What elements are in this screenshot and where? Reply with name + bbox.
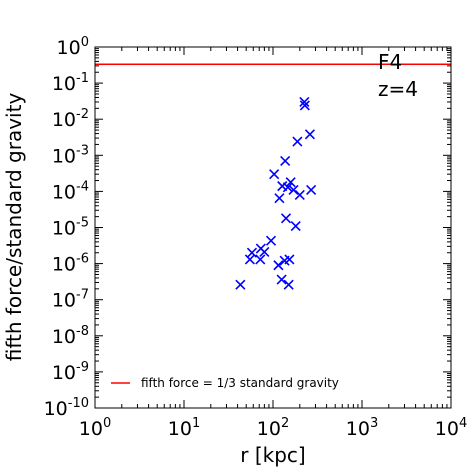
data-point [284, 254, 295, 265]
legend-label: fifth force = 1/3 standard gravity [141, 376, 339, 390]
annotation-redshift: z=4 [378, 77, 418, 101]
y-tick-label: 10-5 [52, 216, 89, 240]
data-point [288, 184, 299, 195]
y-tick-label: 100 [57, 35, 89, 59]
data-point [292, 136, 303, 147]
data-point [255, 254, 266, 265]
data-point [285, 177, 296, 188]
y-tick-label: 10-9 [52, 360, 89, 384]
data-point [304, 129, 315, 140]
data-point [235, 279, 246, 290]
data-point [283, 279, 294, 290]
y-tick-label: 10-6 [52, 252, 89, 276]
data-point [282, 182, 293, 193]
data-point [290, 220, 301, 232]
y-tick-label: 10-2 [52, 107, 89, 131]
x-tick-label: 101 [168, 416, 200, 440]
y-tick-label: 10-10 [44, 396, 89, 420]
data-point [276, 274, 287, 285]
data-point [280, 213, 292, 224]
data-point [259, 246, 270, 258]
y-tick-label: 10-7 [52, 288, 89, 312]
data-point [306, 184, 317, 195]
plot-area [95, 47, 451, 408]
x-tick-label: 103 [346, 416, 378, 440]
y-axis-label: fifth force/standard gravity [2, 93, 26, 362]
data-point [246, 247, 258, 258]
data-point [299, 100, 310, 111]
data-point [280, 155, 291, 166]
y-tick-label: 10-4 [52, 179, 89, 203]
data-point [273, 260, 284, 271]
y-tick-label: 10-3 [52, 143, 89, 167]
data-point [265, 235, 277, 246]
data-point [294, 189, 305, 200]
series [95, 63, 451, 290]
x-tick-label: 104 [435, 416, 467, 440]
data-point [299, 96, 310, 108]
data-point [244, 254, 255, 265]
annotation-model: F4 [378, 50, 402, 74]
plot-frame [94, 46, 452, 409]
x-tick-label: 100 [79, 416, 111, 440]
tick-labels: 100 101 102 103 104 100 10-1 10-2 10-3 10-4 10-5 10… [44, 35, 468, 440]
x-axis-label: r [kpc] [240, 443, 305, 467]
data-point [274, 193, 285, 204]
data-point [269, 169, 280, 180]
y-tick-label: 10-8 [52, 324, 89, 348]
x-tick-label: 102 [257, 416, 289, 440]
legend: fifth force = 1/3 standard gravity [111, 376, 339, 390]
y-tick-label: 10-1 [52, 71, 89, 95]
